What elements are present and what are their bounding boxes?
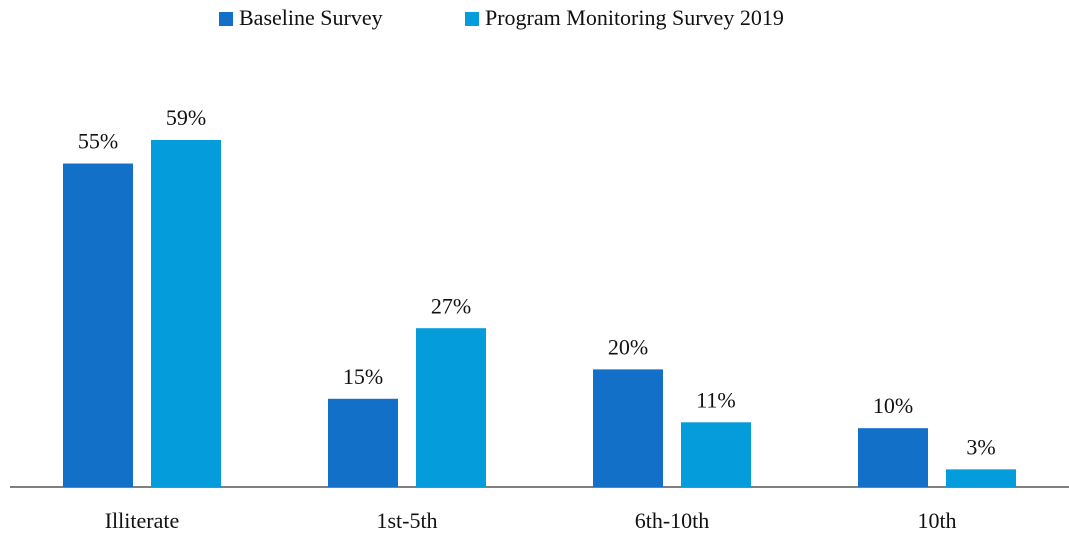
data-label: 27% bbox=[431, 293, 471, 318]
legend-swatch bbox=[465, 12, 479, 26]
bar bbox=[946, 469, 1016, 487]
bar bbox=[63, 163, 133, 487]
data-label: 59% bbox=[166, 105, 206, 130]
legend-swatch bbox=[219, 12, 233, 26]
x-tick-label: 10th bbox=[917, 508, 956, 533]
data-label: 3% bbox=[966, 434, 995, 459]
bar bbox=[593, 369, 663, 487]
x-tick-label: 6th-10th bbox=[635, 508, 710, 533]
bar bbox=[328, 398, 398, 487]
data-label: 20% bbox=[608, 334, 648, 359]
data-label: 11% bbox=[696, 387, 736, 412]
x-tick-label: 1st-5th bbox=[376, 508, 437, 533]
legend-label: Baseline Survey bbox=[239, 5, 383, 30]
bar bbox=[151, 140, 221, 487]
data-label: 10% bbox=[873, 393, 913, 418]
data-label: 15% bbox=[343, 364, 383, 389]
data-label: 55% bbox=[78, 129, 118, 154]
bar bbox=[858, 428, 928, 487]
bar bbox=[416, 328, 486, 487]
legend-label: Program Monitoring Survey 2019 bbox=[485, 5, 784, 30]
bar bbox=[681, 422, 751, 487]
x-tick-label: Illiterate bbox=[105, 508, 180, 533]
